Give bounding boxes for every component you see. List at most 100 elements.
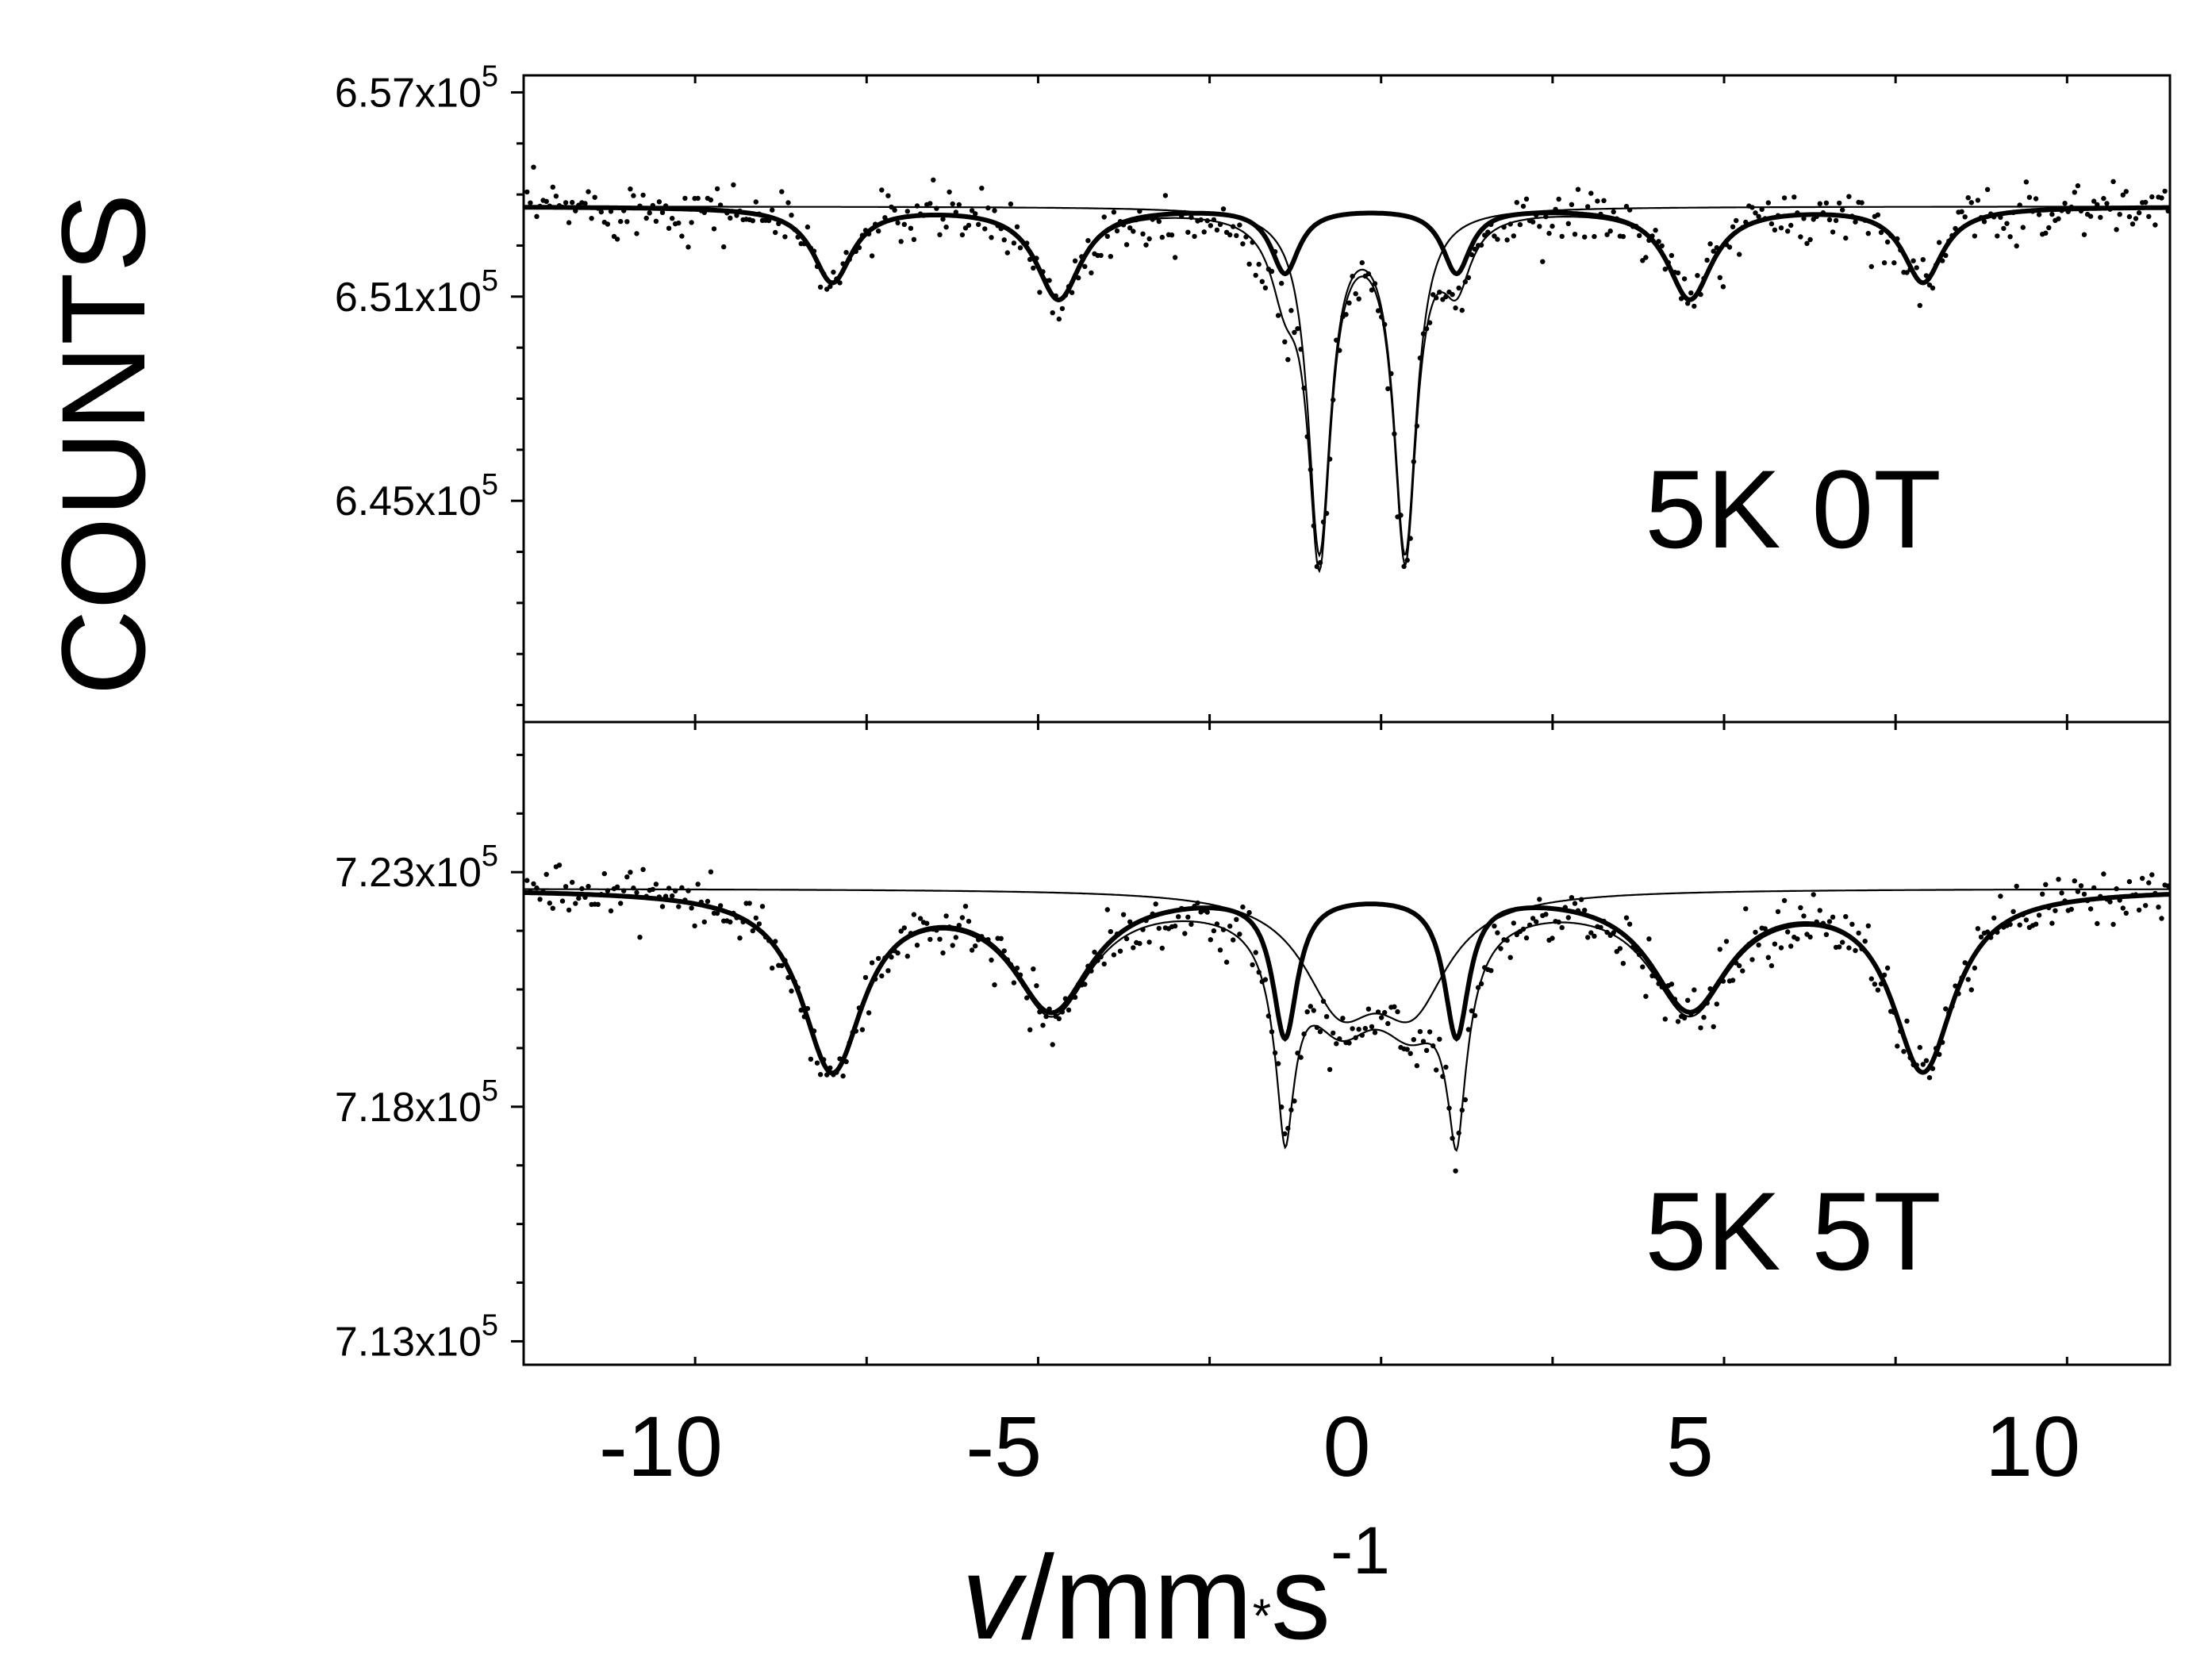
data-point [1865, 923, 1871, 929]
data-point [1117, 219, 1123, 225]
data-point [1011, 980, 1017, 985]
data-point [724, 210, 730, 216]
data-point [1749, 205, 1755, 210]
data-point [2040, 891, 2045, 897]
data-point [1459, 1107, 1465, 1113]
data-point [920, 213, 927, 218]
data-point [2059, 890, 2064, 896]
y-tick-mantissa: 7.23x10 [335, 850, 482, 896]
data-point [1259, 279, 1265, 284]
data-point [524, 189, 530, 195]
data-point [1488, 221, 1494, 227]
data-point [1211, 928, 1217, 934]
data-point [1456, 285, 1461, 291]
data-point [1592, 933, 1597, 939]
data-point [1043, 1013, 1049, 1020]
data-point [1156, 218, 1162, 225]
data-point [1843, 235, 1849, 241]
data-point [2114, 886, 2119, 892]
data-point [1192, 233, 1197, 240]
data-point [856, 1005, 862, 1011]
data-point [1317, 1029, 1323, 1035]
data-point [1914, 265, 1919, 271]
data-point [2149, 194, 2155, 200]
data-point [1978, 934, 1984, 940]
data-point [1634, 947, 1639, 954]
data-point [634, 231, 639, 236]
data-point [1411, 1037, 1417, 1043]
data-point [1153, 215, 1158, 221]
data-point [1527, 922, 1533, 928]
data-point [1431, 292, 1436, 298]
data-point [1968, 987, 1974, 993]
data-point [1626, 921, 1633, 927]
data-point [1988, 935, 1994, 940]
data-point [2062, 201, 2068, 206]
data-point [595, 901, 601, 908]
data-point [1414, 423, 1420, 429]
data-point [1762, 926, 1768, 932]
fit-component-sextet [523, 889, 2170, 1076]
data-point [1878, 229, 1884, 236]
data-point [789, 213, 794, 218]
data-point [653, 882, 659, 887]
data-point [904, 953, 911, 959]
data-point [695, 882, 701, 887]
data-point [1833, 217, 1839, 224]
data-point [1356, 296, 1361, 302]
data-point [1282, 1131, 1288, 1137]
data-point [1407, 1051, 1413, 1056]
data-point [824, 1072, 830, 1078]
data-point [785, 974, 791, 981]
data-point [1820, 210, 1826, 216]
data-point [2075, 182, 2081, 189]
data-point [1756, 213, 1761, 219]
y-tick-mantissa: 7.13x10 [335, 1319, 482, 1365]
data-point [1620, 961, 1626, 966]
data-point [589, 216, 594, 221]
y-tick-exponent: 5 [482, 60, 498, 93]
data-point [689, 220, 694, 225]
data-point [717, 202, 724, 208]
data-point [1530, 219, 1536, 225]
data-point [982, 226, 988, 232]
data-point [1331, 397, 1336, 403]
data-point [1681, 276, 1688, 282]
data-point [766, 938, 772, 943]
data-point [1695, 273, 1700, 279]
data-point [1904, 270, 1910, 275]
data-point [1795, 936, 1800, 942]
data-point [2004, 221, 2010, 226]
data-point [1343, 312, 1349, 317]
data-point [1462, 279, 1469, 285]
data-point [1034, 255, 1039, 261]
data-point [792, 978, 797, 985]
data-point [989, 957, 994, 963]
y-axis-label: COUNTS [36, 193, 170, 695]
data-point [2084, 897, 2091, 904]
data-point [1472, 1012, 1478, 1019]
data-point [866, 1010, 872, 1016]
data-point [773, 229, 778, 236]
data-point [666, 225, 672, 231]
data-point [1437, 1036, 1442, 1042]
data-point [2149, 872, 2155, 878]
data-point [1614, 949, 1620, 955]
data-point [1656, 981, 1661, 986]
data-point [1849, 213, 1855, 219]
data-point [1011, 240, 1017, 246]
data-point [1598, 211, 1603, 217]
y-tick-mantissa: 6.51x10 [335, 275, 482, 321]
data-point [563, 200, 569, 206]
data-point [2152, 222, 2158, 228]
data-point [1853, 219, 1858, 225]
data-point [1008, 962, 1014, 967]
data-point [947, 924, 952, 930]
data-point [1775, 213, 1781, 218]
data-point [1150, 911, 1155, 917]
data-point [1098, 252, 1104, 259]
data-point [1565, 221, 1572, 226]
data-point [1114, 228, 1120, 234]
data-point [1984, 186, 1991, 192]
